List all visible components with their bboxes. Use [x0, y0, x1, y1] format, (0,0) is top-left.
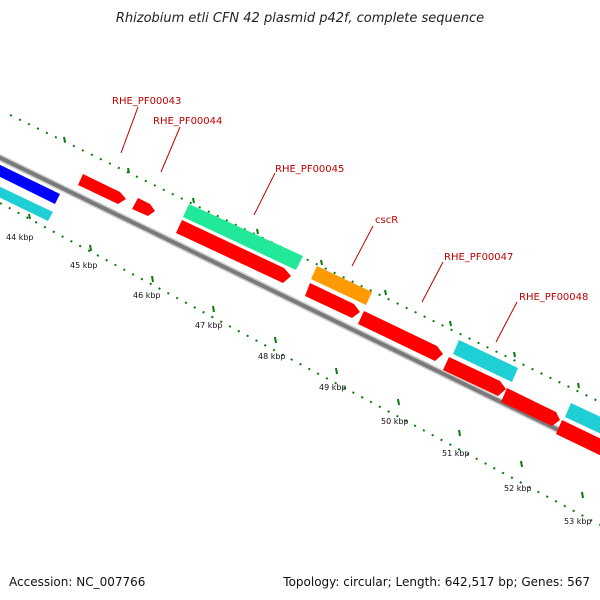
gene-cyan-partial	[0, 186, 53, 221]
accession-text: Accession: NC_007766	[9, 575, 145, 589]
outer-major-ticks	[63, 136, 580, 389]
gene-red-edge	[556, 420, 600, 456]
label-leaders	[120, 106, 518, 343]
tick-label-45kbp: 45 kbp	[70, 261, 98, 270]
gene-red-5	[501, 388, 560, 426]
tick-label-48kbp: 48 kbp	[258, 352, 286, 361]
gene-label-rhe-pf00047: RHE_PF00047	[444, 252, 513, 263]
gene-blue-partial	[0, 164, 60, 204]
tick-label-52kbp: 52 kbp	[504, 484, 532, 493]
tick-label-51kbp: 51 kbp	[442, 449, 470, 458]
inner-tick-track	[0, 202, 600, 526]
gene-rhe-pf00048	[453, 340, 518, 382]
summary-text: Topology: circular; Length: 642,517 bp; …	[282, 575, 590, 589]
gene-rhe-pf00043	[78, 174, 126, 204]
tick-label-44kbp: 44 kbp	[6, 233, 34, 242]
map-title: Rhizobium etli CFN 42 plasmid p42f, comp…	[116, 11, 484, 26]
gene-cyan-edge	[565, 403, 600, 434]
gene-label-cscr: cscR	[375, 215, 398, 226]
gene-rhe-pf00047	[358, 311, 443, 361]
gene-red-3	[305, 283, 360, 318]
gene-red-2	[176, 220, 291, 283]
gene-label-rhe-pf00044: RHE_PF00044	[153, 116, 222, 127]
gene-rhe-pf00044	[132, 198, 155, 216]
tick-label-49kbp: 49 kbp	[319, 383, 347, 392]
backbone	[0, 153, 600, 455]
tick-label-46kbp: 46 kbp	[133, 291, 161, 300]
tick-label-53kbp: 53 kbp	[564, 517, 592, 526]
major-ticks	[28, 213, 584, 499]
tick-label-47kbp: 47 kbp	[195, 321, 223, 330]
gene-label-rhe-pf00045: RHE_PF00045	[275, 164, 344, 175]
gene-red-4	[443, 357, 506, 396]
gene-features	[0, 164, 600, 456]
gene-rhe-pf00045	[183, 204, 303, 270]
gene-label-rhe-pf00048: RHE_PF00048	[519, 292, 588, 303]
tick-label-50kbp: 50 kbp	[381, 417, 409, 426]
gene-cscr	[311, 266, 372, 305]
gene-label-rhe-pf00043: RHE_PF00043	[112, 96, 181, 107]
